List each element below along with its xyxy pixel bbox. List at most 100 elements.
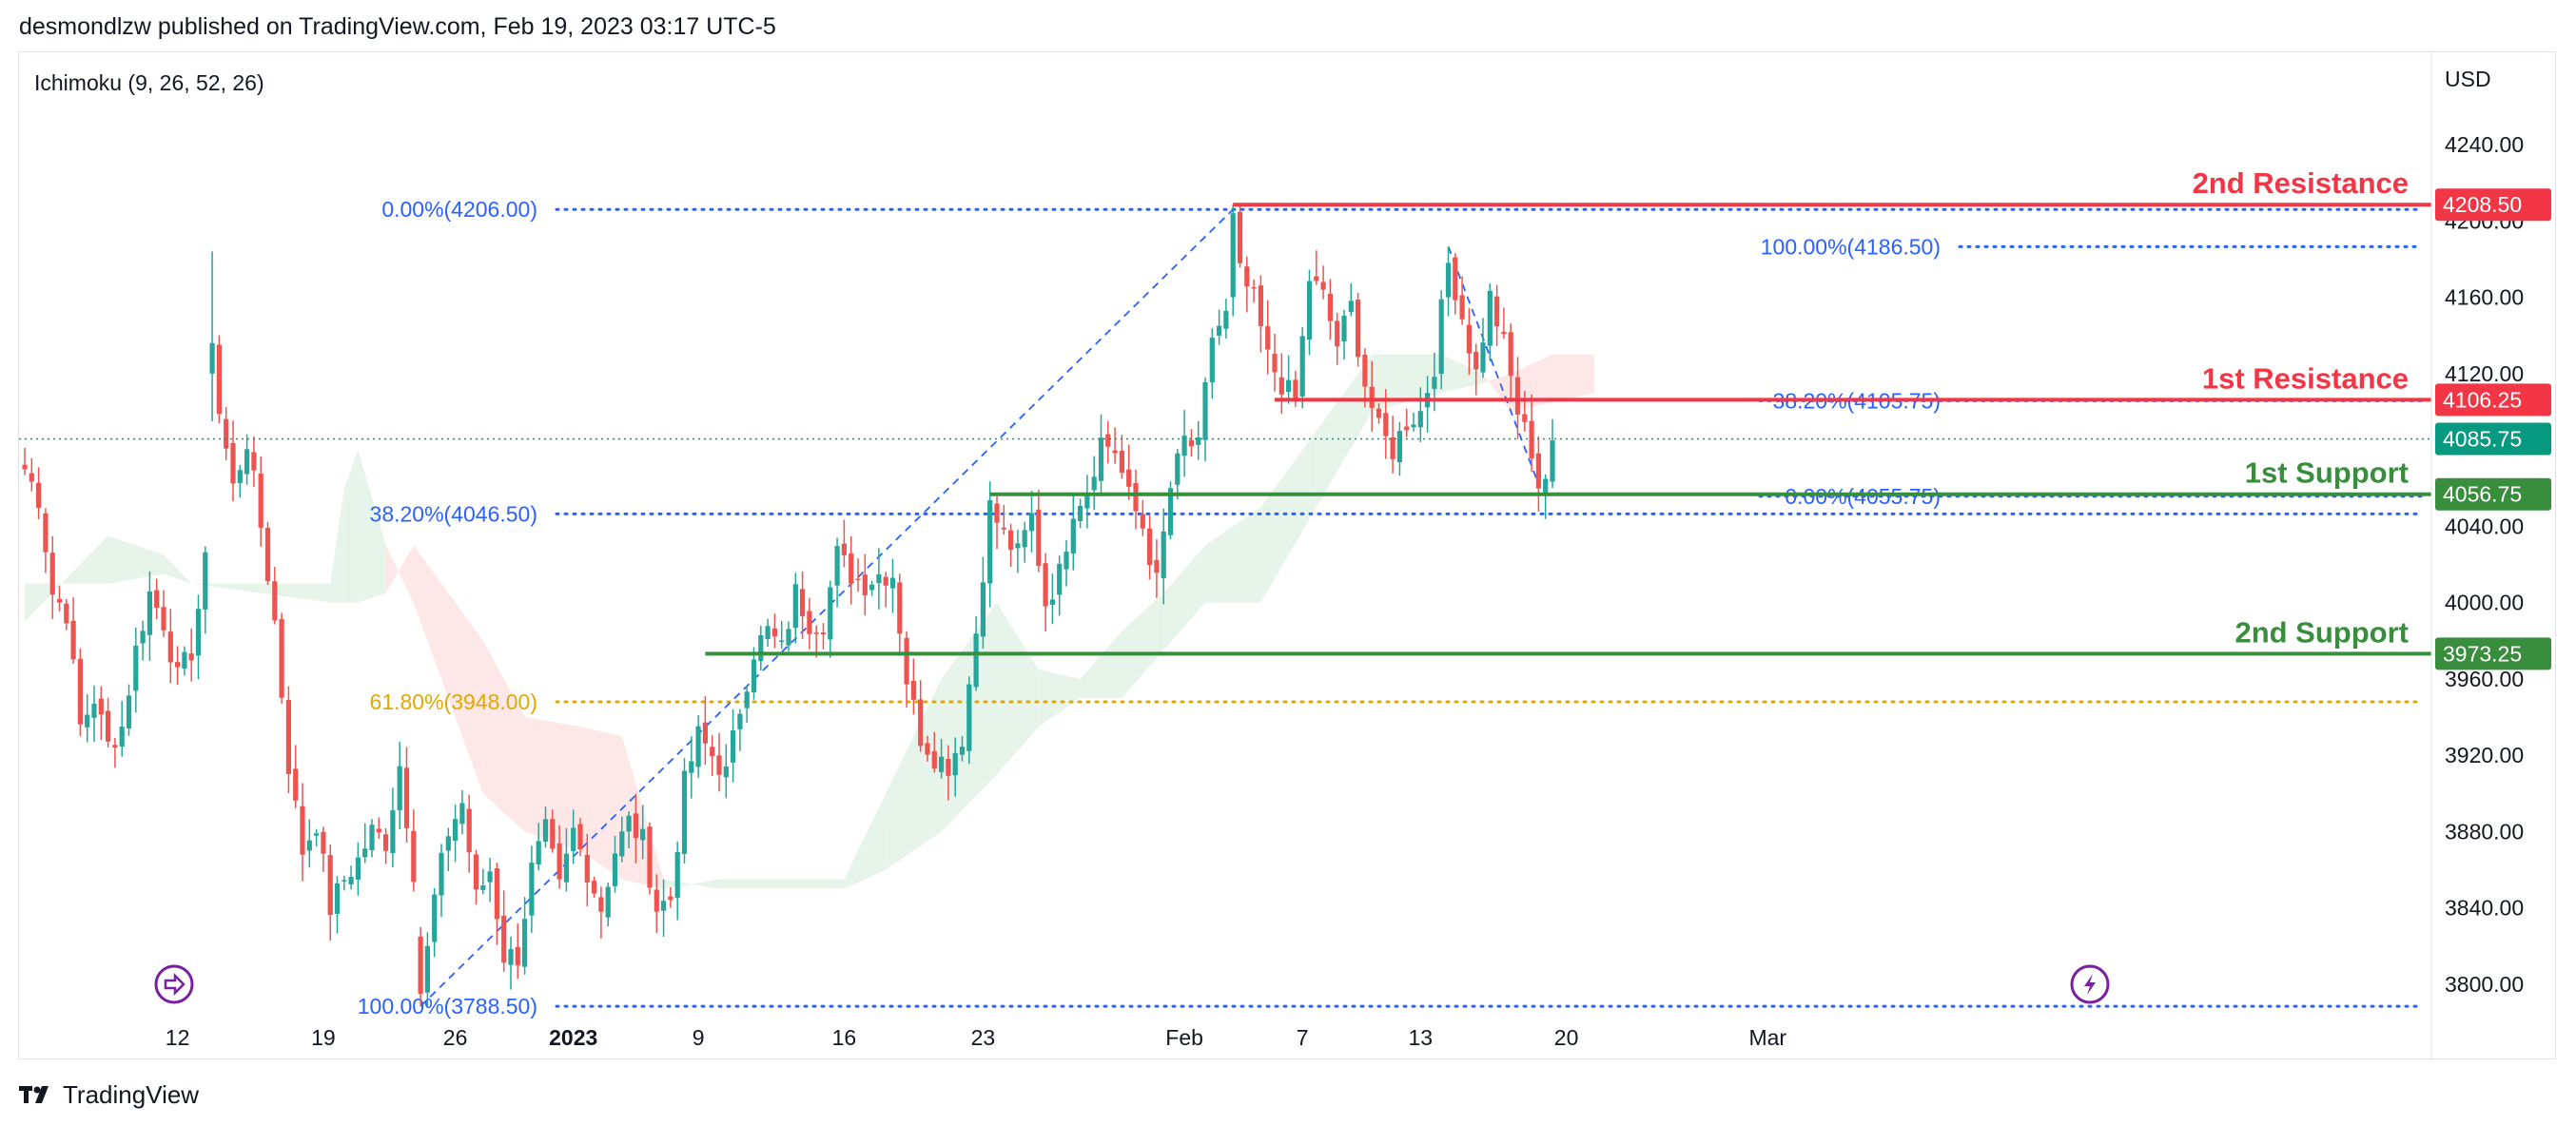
candle-body bbox=[1514, 377, 1521, 415]
candle-body bbox=[522, 919, 528, 967]
price-tag[interactable] bbox=[2435, 383, 2551, 417]
candle-body bbox=[904, 637, 909, 685]
candle-body bbox=[1529, 420, 1534, 459]
candle-body bbox=[119, 727, 125, 747]
price-tag[interactable] bbox=[2435, 188, 2551, 222]
footer-brand[interactable]: TradingView bbox=[19, 1077, 199, 1112]
candle-body bbox=[1369, 386, 1375, 408]
price-tag-label: 4106.25 bbox=[2443, 387, 2522, 412]
candle-body bbox=[1154, 559, 1160, 573]
candle-body bbox=[577, 824, 583, 849]
time-tick-label: 19 bbox=[311, 1025, 336, 1050]
fibonacci-retracement[interactable]: 0.00%(4206.00) 38.20%(4046.50) 61.80%(3948… bbox=[358, 197, 2423, 1019]
candle-body bbox=[403, 767, 410, 828]
fib-small-level-label: 100.00%(4186.50) bbox=[1761, 234, 1941, 259]
candle-body bbox=[1550, 440, 1555, 482]
candle-body bbox=[348, 877, 354, 884]
indicator-legend[interactable]: Ichimoku (9, 26, 52, 26) bbox=[34, 70, 264, 95]
chart-frame[interactable]: 0.00%(4206.00) 38.20%(4046.50) 61.80%(3948… bbox=[18, 51, 2557, 1060]
candle-body bbox=[633, 813, 638, 839]
candle-body bbox=[77, 658, 83, 725]
candle-body bbox=[556, 843, 562, 880]
candle-body bbox=[1501, 331, 1507, 335]
footer-brand-text: TradingView bbox=[63, 1079, 200, 1109]
time-axis[interactable]: 12 19 26 2023 9 16 23 Feb 7 13 20 Mar bbox=[19, 1025, 2557, 1050]
cloud-segment bbox=[719, 879, 845, 889]
fib-small-trend-line[interactable] bbox=[1447, 246, 1540, 485]
candle-body bbox=[889, 577, 896, 589]
candle-body bbox=[1057, 563, 1063, 595]
candle-body bbox=[154, 590, 160, 609]
candle-body bbox=[1084, 493, 1090, 509]
candle-body bbox=[834, 546, 840, 586]
candle-body bbox=[1487, 290, 1493, 346]
price-chart[interactable]: 0.00%(4206.00) 38.20%(4046.50) 61.80%(3948… bbox=[19, 52, 2557, 1060]
fib-level-label: 61.80%(3948.00) bbox=[370, 689, 537, 714]
candle-body bbox=[1356, 300, 1361, 358]
candle-body bbox=[432, 894, 438, 942]
candle-body bbox=[536, 841, 541, 864]
candle-body bbox=[106, 710, 111, 742]
candle-body bbox=[542, 819, 549, 843]
candle-body bbox=[910, 680, 916, 700]
candle-body bbox=[1335, 320, 1340, 347]
candle-body bbox=[744, 691, 750, 709]
candle-body bbox=[487, 871, 493, 883]
cloud-segment bbox=[997, 602, 1039, 775]
time-tick-label: Mar bbox=[1748, 1025, 1786, 1050]
candle-body bbox=[293, 768, 299, 801]
candle-body bbox=[1438, 299, 1444, 375]
replay-icon[interactable] bbox=[154, 964, 194, 1004]
candle-body bbox=[820, 632, 827, 635]
price-tag[interactable] bbox=[2435, 637, 2551, 670]
cloud-segment bbox=[1038, 669, 1081, 728]
price-tag[interactable] bbox=[2435, 477, 2551, 511]
price-tag[interactable] bbox=[2435, 422, 2551, 456]
candle-body bbox=[112, 745, 118, 748]
lightning-icon[interactable] bbox=[2070, 964, 2110, 1004]
candle-body bbox=[188, 653, 194, 661]
time-tick-label: 13 bbox=[1409, 1025, 1434, 1050]
candle-body bbox=[369, 825, 375, 851]
candle-body bbox=[807, 611, 812, 634]
candle-body bbox=[466, 808, 472, 853]
candle-body bbox=[1327, 293, 1333, 321]
candle-body bbox=[70, 620, 76, 660]
candle-body bbox=[1396, 431, 1402, 463]
candle-body bbox=[1015, 543, 1021, 549]
candle-body bbox=[1181, 436, 1187, 456]
fib-trend-line[interactable] bbox=[420, 208, 1234, 1007]
price-tag-label: 4208.50 bbox=[2443, 192, 2522, 217]
time-tick-label: 9 bbox=[693, 1025, 705, 1050]
resistance-label: 1st Resistance bbox=[2202, 361, 2409, 395]
time-tick-label: 20 bbox=[1554, 1025, 1579, 1050]
candle-body bbox=[731, 729, 736, 763]
candle-body bbox=[828, 587, 833, 640]
fib-small-level-label: 0.00%(4055.75) bbox=[1785, 484, 1941, 509]
candle-body bbox=[1167, 488, 1174, 535]
candle-body bbox=[1508, 332, 1513, 377]
candle-body bbox=[1480, 342, 1486, 373]
cloud-segment bbox=[524, 717, 580, 851]
candle-body bbox=[1175, 453, 1181, 485]
price-tick-label: 4040.00 bbox=[2445, 514, 2524, 538]
candle-body bbox=[473, 854, 479, 890]
candle-body bbox=[49, 553, 55, 595]
cloud-segment bbox=[1122, 592, 1164, 698]
candle-body bbox=[264, 527, 271, 582]
support-label: 1st Support bbox=[2245, 456, 2409, 490]
support-resistance-levels[interactable]: 2nd Resistance 1st Resistance 1st Support 2… bbox=[19, 166, 2431, 656]
price-tag-label: 4085.75 bbox=[2443, 427, 2522, 452]
candle-body bbox=[813, 632, 819, 634]
candle-body bbox=[306, 840, 312, 851]
candle-body bbox=[1112, 450, 1118, 454]
candle-body bbox=[1230, 213, 1236, 298]
price-axis[interactable]: 3800.00 3840.00 3880.00 3920.00 3960.00 4000.… bbox=[2430, 52, 2551, 1060]
candle-body bbox=[592, 881, 597, 894]
candle-body bbox=[1348, 301, 1354, 312]
candle-body bbox=[237, 470, 243, 483]
candle-body bbox=[1417, 411, 1423, 428]
price-tag-label: 3973.25 bbox=[2443, 641, 2522, 666]
candle-body bbox=[1064, 552, 1069, 570]
candle-body bbox=[64, 603, 69, 624]
